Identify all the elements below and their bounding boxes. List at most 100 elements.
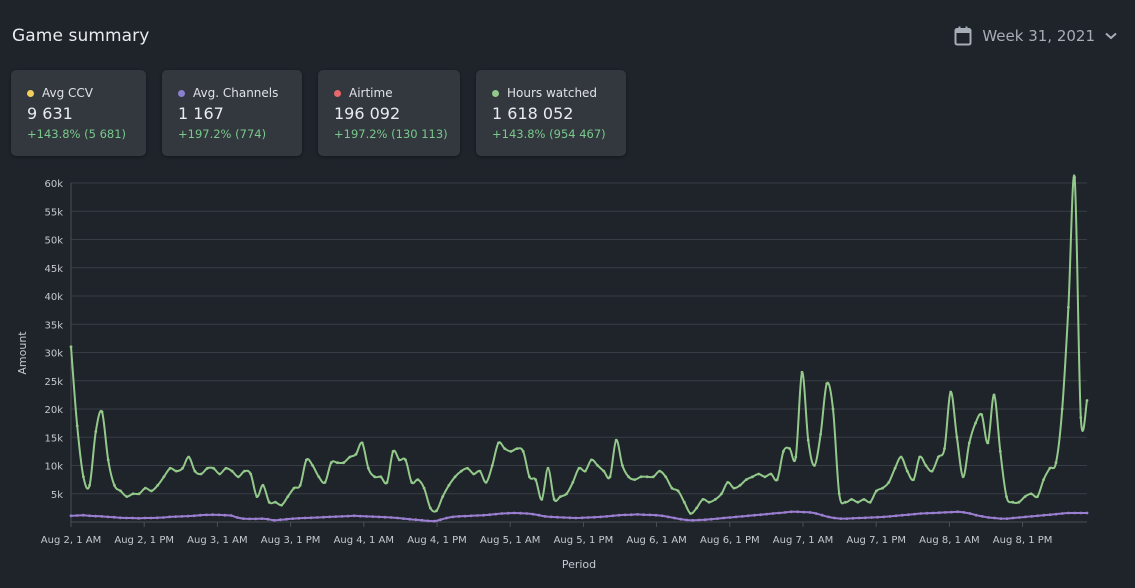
- y-tick-label: 45k: [44, 264, 63, 275]
- data-point: [583, 469, 587, 473]
- data-point: [987, 516, 990, 519]
- data-point: [322, 515, 325, 519]
- data-point: [478, 469, 482, 473]
- data-point: [757, 472, 761, 476]
- data-point: [402, 517, 405, 520]
- data-point: [317, 475, 321, 479]
- data-point: [466, 466, 469, 470]
- card-label: Hours watched: [507, 86, 598, 100]
- data-point: [875, 489, 878, 493]
- data-point: [590, 458, 593, 462]
- data-point: [931, 511, 935, 515]
- data-point: [1011, 500, 1015, 504]
- data-point: [359, 514, 362, 518]
- data-point: [1073, 511, 1077, 515]
- data-point: [82, 475, 85, 479]
- data-point: [599, 515, 602, 519]
- data-point: [955, 435, 959, 439]
- data-point: [112, 515, 116, 519]
- data-point: [266, 517, 270, 521]
- data-point: [751, 475, 754, 479]
- data-point: [850, 498, 853, 501]
- data-point: [586, 516, 590, 519]
- data-point: [722, 516, 726, 520]
- y-tick-label: 35k: [44, 320, 63, 331]
- data-point: [844, 500, 847, 504]
- data-point: [658, 469, 661, 473]
- card-avg-channels: Avg. Channels 1 167 +197.2% (774): [162, 70, 302, 156]
- data-point: [651, 475, 655, 479]
- data-point: [1067, 305, 1070, 309]
- week-selector[interactable]: Week 31, 2021: [954, 26, 1117, 46]
- data-point: [69, 345, 73, 349]
- data-point: [924, 464, 928, 467]
- data-point: [636, 513, 639, 516]
- data-point: [825, 382, 829, 385]
- data-point: [695, 506, 699, 510]
- data-point: [851, 516, 855, 520]
- data-point: [383, 515, 387, 519]
- data-point: [537, 513, 541, 517]
- data-point: [488, 513, 492, 517]
- data-point: [396, 516, 399, 520]
- data-point: [783, 511, 787, 514]
- data-point: [734, 515, 738, 519]
- data-point: [100, 515, 104, 518]
- x-tick-label: Aug 7, 1 PM: [846, 535, 906, 546]
- data-point: [174, 469, 178, 473]
- chart-ticks: 5k 10k 15k 20k 25k 30k 35k 40k 45k 50k 55k 60k Aug 2…: [41, 179, 1053, 546]
- data-point: [788, 447, 791, 450]
- data-point: [88, 483, 91, 487]
- data-point: [794, 455, 798, 459]
- data-point: [593, 515, 596, 519]
- data-point: [285, 517, 288, 521]
- data-point: [648, 513, 652, 517]
- data-point: [1048, 513, 1052, 517]
- data-point: [744, 478, 748, 481]
- data-point: [905, 469, 909, 473]
- data-point: [1005, 495, 1008, 498]
- data-point: [348, 455, 352, 459]
- data-point: [888, 515, 892, 518]
- y-tick-label: 30k: [44, 349, 63, 360]
- data-point: [125, 495, 129, 498]
- data-point: [426, 519, 430, 523]
- card-value: 1 167: [178, 104, 224, 123]
- data-point: [435, 509, 438, 513]
- x-tick-label: Aug 5, 1 PM: [554, 535, 614, 546]
- data-point: [1085, 511, 1089, 515]
- data-point: [580, 516, 584, 520]
- data-point: [769, 472, 773, 476]
- data-point: [447, 483, 451, 487]
- data-point: [974, 421, 977, 425]
- data-point: [500, 512, 504, 515]
- data-point: [862, 498, 866, 501]
- data-point: [562, 516, 565, 519]
- data-point: [796, 510, 799, 514]
- data-point: [168, 515, 171, 519]
- data-point: [666, 515, 670, 519]
- data-point: [912, 478, 915, 481]
- data-point: [790, 510, 793, 514]
- data-point: [174, 515, 178, 518]
- data-point: [249, 472, 253, 476]
- data-point: [918, 455, 922, 459]
- data-point: [596, 464, 599, 467]
- data-point: [291, 517, 295, 520]
- data-point: [451, 515, 455, 519]
- data-point: [205, 466, 209, 470]
- data-point: [519, 511, 522, 515]
- data-point: [365, 515, 368, 518]
- data-point: [980, 515, 984, 518]
- data-point: [279, 518, 282, 522]
- data-point: [556, 515, 559, 519]
- data-point: [422, 486, 426, 490]
- data-point: [1036, 514, 1040, 518]
- data-point: [993, 516, 996, 520]
- data-point: [342, 461, 345, 465]
- data-point: [568, 516, 572, 520]
- data-point: [441, 495, 445, 498]
- data-point: [94, 430, 98, 433]
- data-point: [967, 441, 971, 445]
- data-point: [703, 518, 707, 522]
